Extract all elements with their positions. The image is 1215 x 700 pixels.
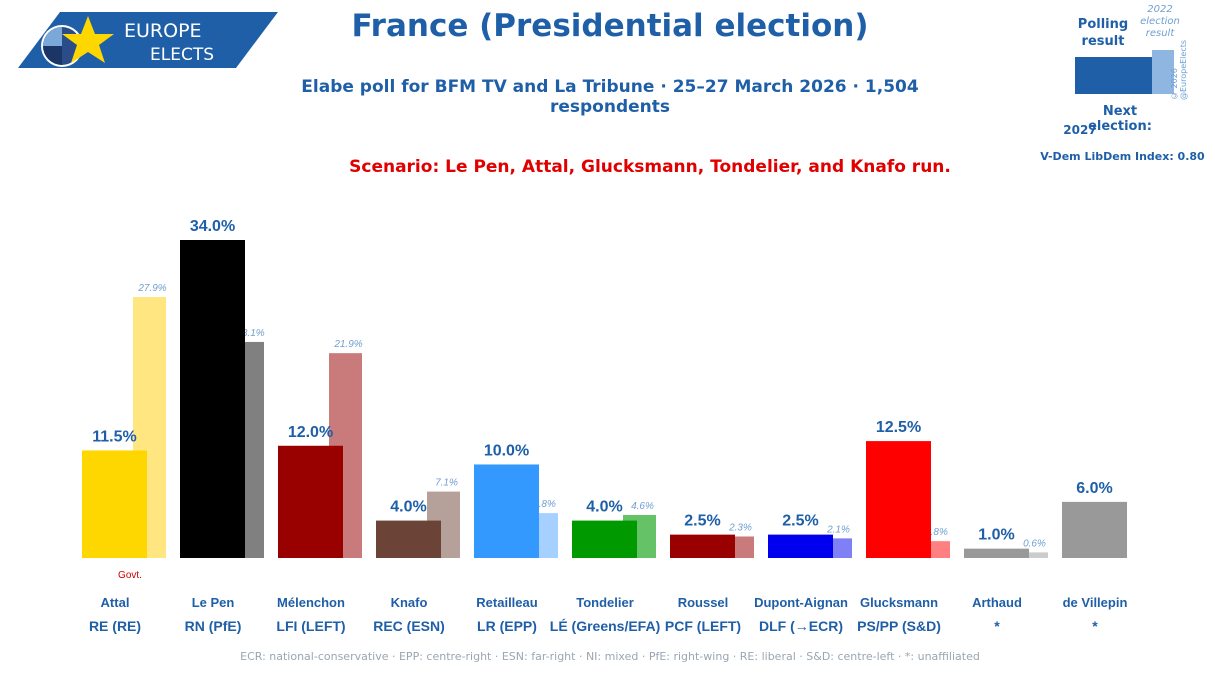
poll-bar	[180, 240, 245, 558]
legend-previous-result: 2022 election result	[1140, 4, 1180, 39]
party-label: DLF (→ECR)	[759, 618, 843, 634]
logo-line-1: EUROPE	[124, 20, 202, 42]
candidate-label: Roussel	[678, 595, 729, 610]
poll-value-label: 4.0%	[390, 499, 426, 516]
poll-bar	[1062, 501, 1127, 558]
europe-elects-logo: EUROPE ELECTS	[18, 12, 278, 68]
poll-value-label: 6.0%	[1076, 480, 1112, 497]
prev-value-label: 2.1%	[826, 524, 850, 535]
party-label: LFI (LEFT)	[276, 618, 345, 634]
vdem-index: V-Dem LibDem Index: 0.80	[1040, 150, 1205, 163]
party-label: RN (PfE)	[185, 618, 242, 634]
poll-value-label: 4.0%	[586, 499, 622, 516]
poll-value-label: 12.0%	[288, 424, 333, 441]
poll-bar	[278, 445, 343, 558]
legend-poll-swatch	[1075, 57, 1152, 94]
candidate-label: de Villepin	[1063, 595, 1128, 610]
footer-legend: ECR: national-conservative · EPP: centre…	[240, 650, 980, 663]
candidate-label: Attal	[101, 595, 130, 610]
poll-value-label: 34.0%	[190, 218, 235, 235]
prev-value-label: 7.1%	[435, 478, 458, 489]
prev-value-label: 0.6%	[1023, 538, 1046, 549]
candidate-label: Knafo	[391, 595, 428, 610]
poll-bar	[670, 534, 735, 558]
poll-bar	[572, 520, 637, 558]
logo-line-2: ELECTS	[150, 45, 214, 65]
next-election-year: 2027	[1063, 123, 1097, 137]
prev-value-label: 21.9%	[333, 339, 362, 350]
party-label: PS/PP (S&D)	[857, 618, 941, 634]
prev-bar	[1015, 552, 1048, 558]
copyright-text: © 2026 @EuropeElects	[1170, 39, 1188, 100]
candidate-label: Mélenchon	[277, 595, 345, 610]
prev-value-label: 1.8%	[925, 527, 948, 538]
candidate-label: Glucksmann	[860, 595, 938, 610]
candidate-label: Arthaud	[972, 595, 1022, 610]
poll-bar	[82, 450, 147, 558]
poll-bar	[474, 464, 539, 558]
prev-value-label: 4.6%	[631, 501, 654, 512]
star-icon	[62, 16, 114, 63]
poll-value-label: 2.5%	[782, 513, 818, 530]
party-label: REC (ESN)	[373, 618, 445, 634]
prev-value-label: 4.8%	[533, 499, 556, 510]
prev-value-label: 2.3%	[728, 522, 752, 533]
poll-value-label: 12.5%	[876, 419, 921, 436]
candidate-label: Retailleau	[476, 595, 537, 610]
candidate-label: Dupont-Aignan	[754, 595, 848, 610]
govt-annotation: Govt.	[118, 570, 142, 581]
party-label: *	[994, 618, 1000, 634]
party-label: PCF (LEFT)	[665, 618, 741, 634]
poll-bar	[866, 441, 931, 558]
party-label: RE (RE)	[89, 618, 141, 634]
party-label: *	[1092, 618, 1098, 634]
poll-value-label: 1.0%	[978, 527, 1014, 544]
poll-bar	[768, 534, 833, 558]
poll-value-label: 2.5%	[684, 513, 720, 530]
page-subtitle: Elabe poll for BFM TV and La Tribune · 2…	[301, 77, 919, 117]
party-label: LÉ (Greens/EFA)	[550, 618, 660, 634]
poll-bar	[964, 548, 1029, 558]
prev-value-label: 27.9%	[137, 283, 166, 294]
page-title: France (Presidential election)	[351, 8, 869, 44]
poll-value-label: 11.5%	[92, 428, 136, 445]
poll-bar	[376, 520, 441, 558]
candidate-label: Tondelier	[576, 595, 634, 610]
candidate-label: Le Pen	[192, 595, 235, 610]
legend-polling-result: Polling result	[1077, 17, 1129, 49]
scenario-text: Scenario: Le Pen, Attal, Glucksmann, Ton…	[349, 157, 951, 177]
next-election-label: Next election:	[1088, 104, 1152, 134]
prev-value-label: 23.1%	[235, 328, 264, 339]
legend-prev-swatch	[1152, 50, 1174, 94]
poll-value-label: 10.0%	[484, 442, 529, 459]
bar-chart: 27.9% 11.5% Attal RE (RE) 23.1% 34.0% Le Pen RN…	[82, 218, 1128, 634]
party-label: LR (EPP)	[477, 618, 537, 634]
